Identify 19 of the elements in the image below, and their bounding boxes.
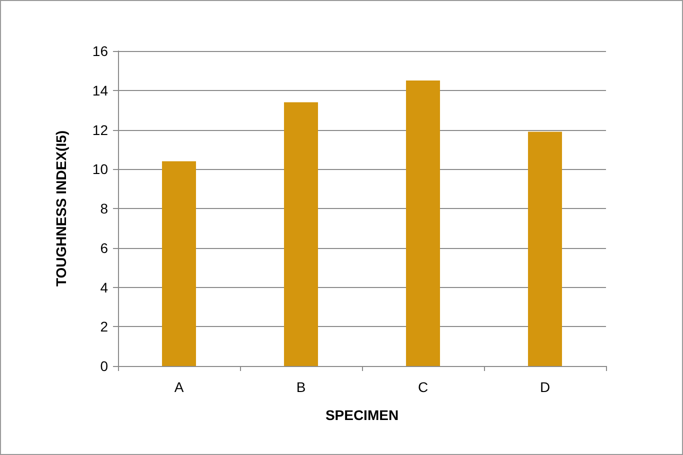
x-tick-label: C <box>418 379 428 395</box>
x-tick-label: B <box>296 379 306 395</box>
y-axis-title: TOUGHNESS INDEX(I5) <box>53 130 69 287</box>
y-tick-label: 2 <box>100 318 108 335</box>
bar <box>284 102 318 366</box>
x-tick-label: A <box>174 379 184 395</box>
y-tick-label: 8 <box>100 200 108 216</box>
y-tick-label: 6 <box>100 240 108 256</box>
x-axis-title: SPECIMEN <box>325 407 399 423</box>
x-tick-label: D <box>540 379 550 395</box>
bar <box>406 80 440 366</box>
y-tick-label: 10 <box>92 161 108 178</box>
y-tick-label: 4 <box>100 279 108 296</box>
bar <box>162 161 196 366</box>
bar <box>528 132 562 366</box>
y-tick-label: 16 <box>92 43 108 59</box>
y-tick-label: 14 <box>92 82 108 98</box>
y-tick-label: 12 <box>92 122 108 138</box>
y-tick-label: 0 <box>100 358 108 374</box>
